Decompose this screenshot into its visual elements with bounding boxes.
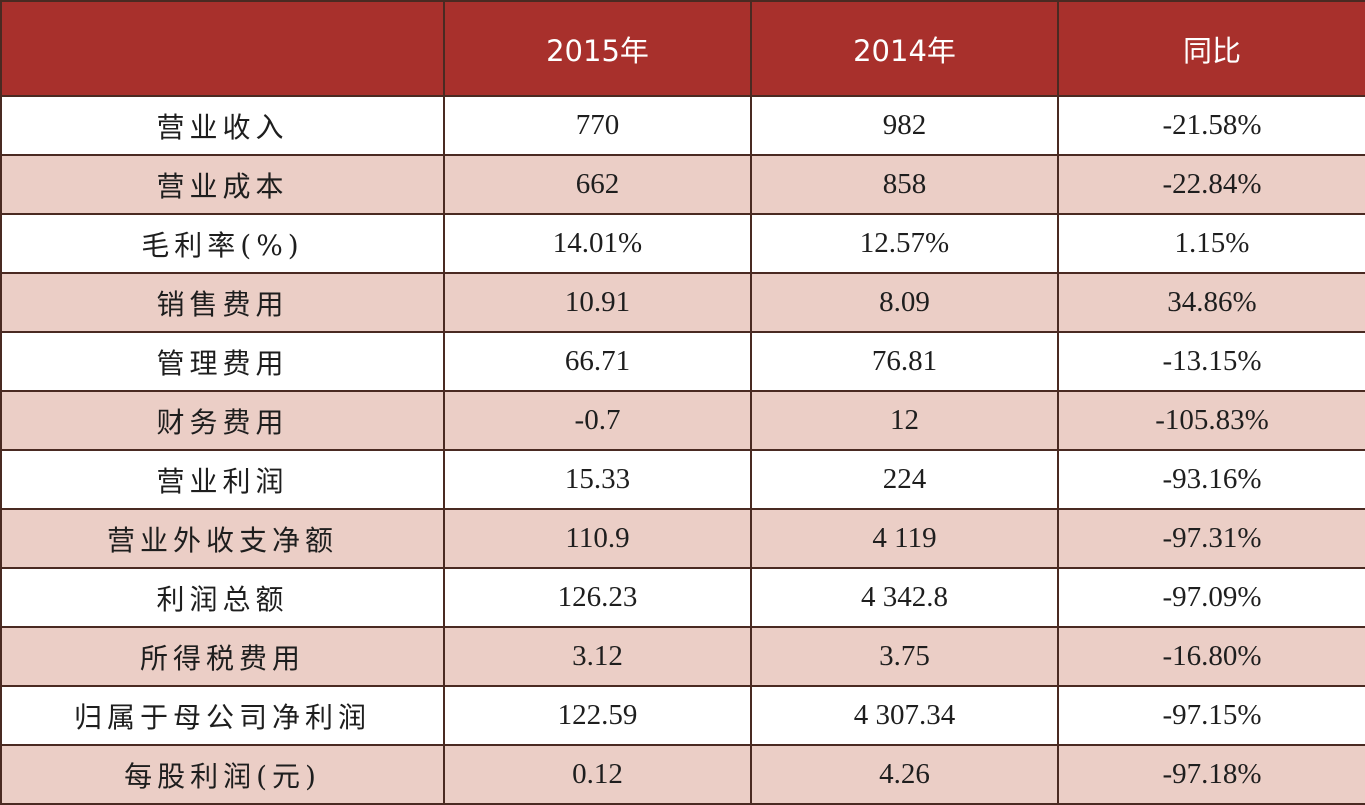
table-body: 营业收入 770 982 -21.58% 营业成本 662 858 -22.84% 毛利率(%)… <box>0 95 1365 805</box>
table-row: 利润总额 126.23 4 342.8 -97.09% <box>0 567 1365 628</box>
value-2015-cell: 14.01% <box>443 213 752 274</box>
yoy-change-cell: -22.84% <box>1057 154 1365 215</box>
value-2015-cell: 66.71 <box>443 331 752 392</box>
value-2015-cell: 662 <box>443 154 752 215</box>
value-2015-cell: 110.9 <box>443 508 752 569</box>
value-2014-cell: 4 342.8 <box>750 567 1059 628</box>
table-row: 所得税费用 3.12 3.75 -16.80% <box>0 626 1365 687</box>
value-2014-cell: 4 119 <box>750 508 1059 569</box>
value-2014-cell: 4 307.34 <box>750 685 1059 746</box>
row-label-cell: 管理费用 <box>0 331 445 392</box>
table-header: 2015年 2014年 同比 <box>0 0 1365 97</box>
row-label-cell: 营业成本 <box>0 154 445 215</box>
header-cell-2015: 2015年 <box>443 0 752 97</box>
value-2015-cell: -0.7 <box>443 390 752 451</box>
row-label-cell: 销售费用 <box>0 272 445 333</box>
table-row: 营业成本 662 858 -22.84% <box>0 154 1365 215</box>
row-label-cell: 所得税费用 <box>0 626 445 687</box>
yoy-change-cell: -97.18% <box>1057 744 1365 805</box>
header-row: 2015年 2014年 同比 <box>0 0 1365 97</box>
table-row: 营业收入 770 982 -21.58% <box>0 95 1365 156</box>
row-label-cell: 财务费用 <box>0 390 445 451</box>
table-row: 财务费用 -0.7 12 -105.83% <box>0 390 1365 451</box>
value-2014-cell: 8.09 <box>750 272 1059 333</box>
value-2014-cell: 12 <box>750 390 1059 451</box>
value-2014-cell: 224 <box>750 449 1059 510</box>
value-2014-cell: 858 <box>750 154 1059 215</box>
header-cell-yoy: 同比 <box>1057 0 1365 97</box>
row-label-cell: 利润总额 <box>0 567 445 628</box>
yoy-change-cell: -21.58% <box>1057 95 1365 156</box>
value-2015-cell: 3.12 <box>443 626 752 687</box>
yoy-change-cell: -97.09% <box>1057 567 1365 628</box>
row-label-cell: 归属于母公司净利润 <box>0 685 445 746</box>
value-2014-cell: 3.75 <box>750 626 1059 687</box>
yoy-change-cell: 34.86% <box>1057 272 1365 333</box>
table-row: 毛利率(%) 14.01% 12.57% 1.15% <box>0 213 1365 274</box>
yoy-change-cell: -16.80% <box>1057 626 1365 687</box>
table-row: 营业利润 15.33 224 -93.16% <box>0 449 1365 510</box>
value-2015-cell: 122.59 <box>443 685 752 746</box>
value-2015-cell: 770 <box>443 95 752 156</box>
table-row: 每股利润(元) 0.12 4.26 -97.18% <box>0 744 1365 805</box>
table-row: 归属于母公司净利润 122.59 4 307.34 -97.15% <box>0 685 1365 746</box>
value-2014-cell: 12.57% <box>750 213 1059 274</box>
yoy-change-cell: -97.15% <box>1057 685 1365 746</box>
row-label-cell: 营业利润 <box>0 449 445 510</box>
table-row: 管理费用 66.71 76.81 -13.15% <box>0 331 1365 392</box>
yoy-change-cell: -93.16% <box>1057 449 1365 510</box>
value-2014-cell: 4.26 <box>750 744 1059 805</box>
value-2014-cell: 76.81 <box>750 331 1059 392</box>
value-2015-cell: 0.12 <box>443 744 752 805</box>
row-label-cell: 营业收入 <box>0 95 445 156</box>
table-row: 销售费用 10.91 8.09 34.86% <box>0 272 1365 333</box>
value-2015-cell: 10.91 <box>443 272 752 333</box>
yoy-change-cell: -97.31% <box>1057 508 1365 569</box>
yoy-change-cell: -105.83% <box>1057 390 1365 451</box>
header-cell-blank <box>0 0 445 97</box>
row-label-cell: 每股利润(元) <box>0 744 445 805</box>
row-label-cell: 毛利率(%) <box>0 213 445 274</box>
table-row: 营业外收支净额 110.9 4 119 -97.31% <box>0 508 1365 569</box>
row-label-cell: 营业外收支净额 <box>0 508 445 569</box>
value-2015-cell: 15.33 <box>443 449 752 510</box>
value-2014-cell: 982 <box>750 95 1059 156</box>
value-2015-cell: 126.23 <box>443 567 752 628</box>
header-cell-2014: 2014年 <box>750 0 1059 97</box>
yoy-change-cell: -13.15% <box>1057 331 1365 392</box>
yoy-change-cell: 1.15% <box>1057 213 1365 274</box>
